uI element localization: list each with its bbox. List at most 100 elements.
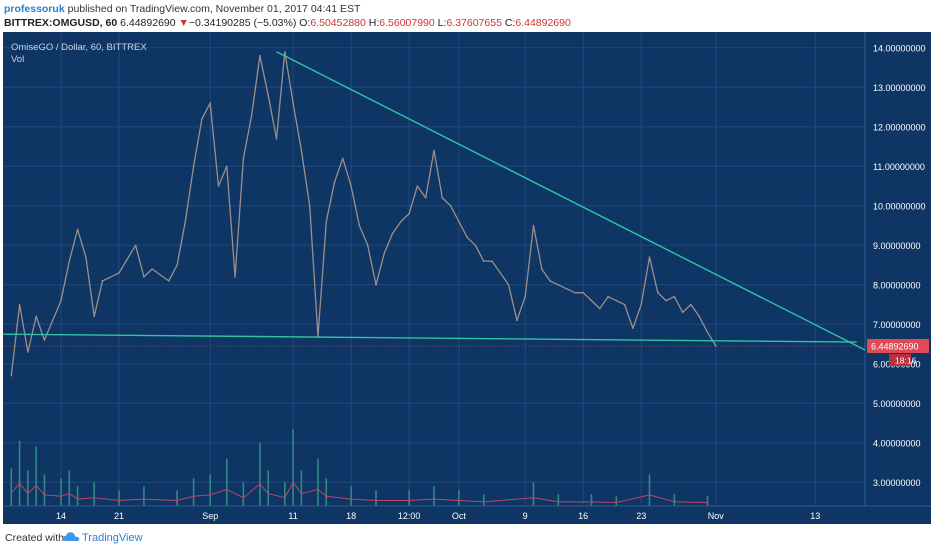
price-point <box>690 303 692 306</box>
countdown-label: 18:16 <box>895 356 917 366</box>
price-point <box>143 276 145 278</box>
price-point <box>615 299 618 302</box>
author-link[interactable]: professoruk <box>4 3 65 15</box>
price-point <box>474 244 477 247</box>
time-tick-label: 14 <box>56 511 66 521</box>
time-tick-label: Oct <box>452 511 467 521</box>
price-tick-label: 3.00000000 <box>873 478 921 488</box>
chart-area[interactable]: 14.00000000 13.00000000 12.00000000 11.0000… <box>3 32 931 524</box>
price-point <box>350 185 352 187</box>
price-tag-box <box>867 339 929 354</box>
descending-trendline <box>276 51 866 351</box>
quote-high-label: H: <box>368 17 380 29</box>
price-point <box>715 345 717 347</box>
price-point <box>68 260 71 262</box>
quote-last: 6.44892690 <box>120 17 176 29</box>
price-point <box>516 319 518 322</box>
price-point <box>482 260 485 262</box>
price-point <box>640 303 643 306</box>
price-point <box>698 315 701 318</box>
tradingview-brand[interactable]: TradingView <box>82 532 143 544</box>
price-point <box>623 303 626 306</box>
price-point <box>267 94 270 96</box>
price-point <box>665 299 667 302</box>
cloud-logo-icon <box>62 532 80 541</box>
price-point <box>499 272 502 274</box>
price-point <box>532 224 535 227</box>
price-point <box>433 149 435 152</box>
price-point <box>648 256 651 258</box>
price-point <box>217 185 220 187</box>
price-point <box>466 236 468 239</box>
time-tick-label: 21 <box>114 511 124 521</box>
publish-line: professoruk published on TradingView.com… <box>4 3 360 15</box>
price-tick-label: 7.00000000 <box>873 320 921 330</box>
price-point <box>27 351 29 353</box>
price-point <box>673 295 676 298</box>
price-point <box>43 339 46 341</box>
price-point <box>93 315 95 318</box>
quote-open: 6.50452880 <box>310 17 366 29</box>
price-tick-label: 12.00000000 <box>873 122 926 132</box>
price-point <box>308 205 311 207</box>
quote-change: −0.34190285 (−5.03%) <box>188 17 297 29</box>
price-point <box>574 291 576 294</box>
price-tick-label: 8.00000000 <box>873 280 921 290</box>
volume-legend: Vol <box>11 54 25 65</box>
price-point <box>242 157 245 160</box>
down-arrow-icon: ▼ <box>178 17 189 29</box>
time-tick-label: 18 <box>346 511 356 521</box>
time-tick-label: 16 <box>578 511 588 521</box>
price-point <box>607 295 609 298</box>
price-point <box>275 137 278 140</box>
price-point <box>101 280 104 282</box>
price-point <box>76 228 79 231</box>
trendline-layer <box>3 51 866 351</box>
last-price-tag: 6.44892690 18:16 <box>3 339 929 367</box>
price-point <box>35 315 37 318</box>
price-point <box>656 291 659 294</box>
footer: Created with TradingView <box>0 524 932 550</box>
price-point <box>225 165 228 168</box>
price-tick-label: 11.00000000 <box>873 162 925 172</box>
grid-layer <box>3 32 931 507</box>
price-layer <box>10 50 717 377</box>
price-point <box>441 197 444 199</box>
price-point <box>507 284 510 286</box>
price-line <box>10 51 717 376</box>
time-tick-label: 23 <box>636 511 646 521</box>
price-point <box>491 260 493 262</box>
price-point <box>234 276 236 278</box>
price-point <box>118 272 120 274</box>
created-with-label: Created with <box>5 532 64 544</box>
price-tick-label: 13.00000000 <box>873 83 926 93</box>
publish-header: professoruk published on TradingView.com… <box>0 0 932 32</box>
price-point <box>590 299 593 302</box>
price-point <box>706 331 709 334</box>
quote-close: 6.44892690 <box>515 17 571 29</box>
volume-moving-average <box>10 481 708 504</box>
price-point <box>151 268 153 270</box>
price-point <box>18 303 21 306</box>
price-point <box>250 114 253 116</box>
price-point <box>582 291 584 294</box>
price-point <box>85 256 87 258</box>
price-chart[interactable]: 14.00000000 13.00000000 12.00000000 11.0000… <box>3 32 931 524</box>
quote-open-label: O: <box>299 17 311 29</box>
price-point <box>391 232 394 235</box>
price-tag-value: 6.44892690 <box>871 342 919 352</box>
quote-line: BITTREX:OMGUSD, 60 6.44892690 ▼−0.341902… <box>4 17 571 29</box>
price-point <box>424 197 427 199</box>
countdown-box <box>889 354 911 367</box>
time-tick-label: Sep <box>202 511 218 521</box>
price-point <box>458 220 460 223</box>
price-point <box>192 165 195 168</box>
price-tick-label: 9.00000000 <box>873 241 921 251</box>
price-point <box>416 185 419 187</box>
price-point <box>284 50 286 53</box>
volume-layer <box>10 428 709 506</box>
price-point <box>383 252 386 254</box>
quote-symbol: BITTREX:OMGUSD, 60 <box>4 17 118 29</box>
price-point <box>366 244 369 247</box>
price-point <box>167 280 170 282</box>
